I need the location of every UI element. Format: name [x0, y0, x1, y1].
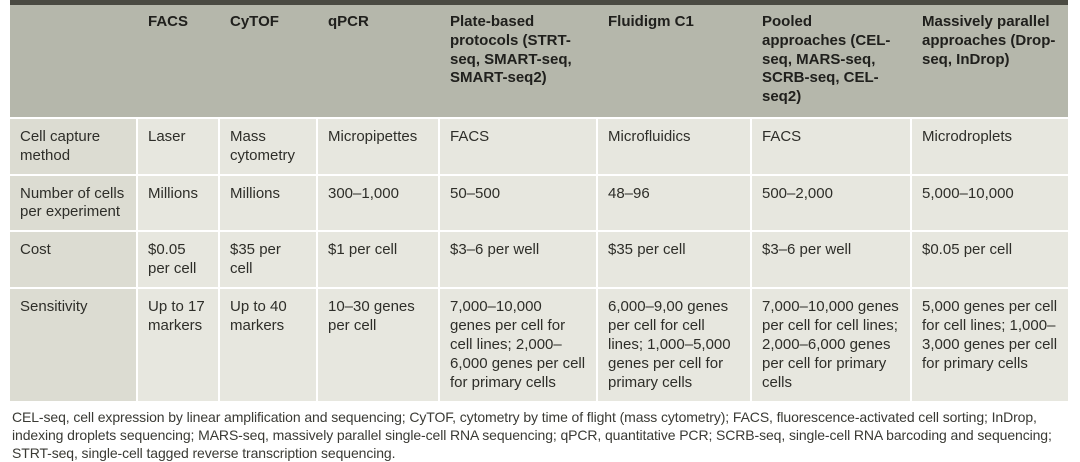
table-cell: 5,000 genes per cell for cell lines; 1,0…: [912, 289, 1068, 401]
table-top-rule: [10, 0, 1068, 5]
header-cell-fluidigm-c1: Fluidigm C1: [608, 13, 694, 30]
table-cell: $35 per cell: [598, 232, 750, 288]
table-cell: Micropipettes: [318, 118, 438, 174]
header-cell-qpcr: qPCR: [328, 13, 369, 30]
table-cell: 5,000–10,000: [912, 175, 1068, 231]
table-cell: $3–6 per well: [752, 232, 910, 288]
row-label-sensitivity: Sensitivity: [10, 289, 136, 401]
table-header-row: FACS CyTOF qPCR Plate-based protocols (S…: [10, 5, 1068, 117]
comparison-table: FACS CyTOF qPCR Plate-based protocols (S…: [10, 0, 1068, 401]
table-cell: Millions: [220, 175, 316, 231]
table-cell: 7,000–10,000 genes per cell for cell lin…: [752, 289, 910, 401]
header-cell-cytof: CyTOF: [230, 13, 279, 30]
table-cell: $0.05 per cell: [138, 232, 218, 288]
table-cell: 10–30 genes per cell: [318, 289, 438, 401]
header-cell-plate-based: Plate-based protocols (STRT-seq, SMART-s…: [450, 13, 572, 87]
table-cell: $3–6 per well: [440, 232, 596, 288]
header-cell-empty: [10, 5, 136, 117]
table-cell: FACS: [440, 118, 596, 174]
table-cell: 6,000–9,00 genes per cell for cell lines…: [598, 289, 750, 401]
table-cell: $0.05 per cell: [912, 232, 1068, 288]
table-body: Cell capture method Laser Mass cytometry…: [10, 118, 1068, 401]
table-cell: Mass cytometry: [220, 118, 316, 174]
table-cell: Millions: [138, 175, 218, 231]
table-cell: 300–1,000: [318, 175, 438, 231]
row-label-cell-capture-method: Cell capture method: [10, 118, 136, 174]
table-cell: $35 per cell: [220, 232, 316, 288]
table-cell: 48–96: [598, 175, 750, 231]
row-label-number-of-cells: Number of cells per experiment: [10, 175, 136, 231]
header-cell-pooled: Pooled approaches (CEL-seq, MARS-seq, SC…: [762, 13, 891, 105]
table-cell: 50–500: [440, 175, 596, 231]
table-cell: Laser: [138, 118, 218, 174]
abbreviations-footnote: CEL-seq, cell expression by linear ampli…: [12, 408, 1052, 461]
table-cell: FACS: [752, 118, 910, 174]
table-cell: 7,000–10,000 genes per cell for cell lin…: [440, 289, 596, 401]
header-cell-massively-parallel: Massively parallel approaches (Drop-seq,…: [922, 13, 1056, 68]
table-cell: 500–2,000: [752, 175, 910, 231]
table-cell: Up to 40 markers: [220, 289, 316, 401]
table-cell: Microfluidics: [598, 118, 750, 174]
header-cell-facs: FACS: [148, 13, 189, 30]
table-cell: $1 per cell: [318, 232, 438, 288]
row-label-cost: Cost: [10, 232, 136, 288]
table-cell: Microdroplets: [912, 118, 1068, 174]
table-cell: Up to 17 markers: [138, 289, 218, 401]
